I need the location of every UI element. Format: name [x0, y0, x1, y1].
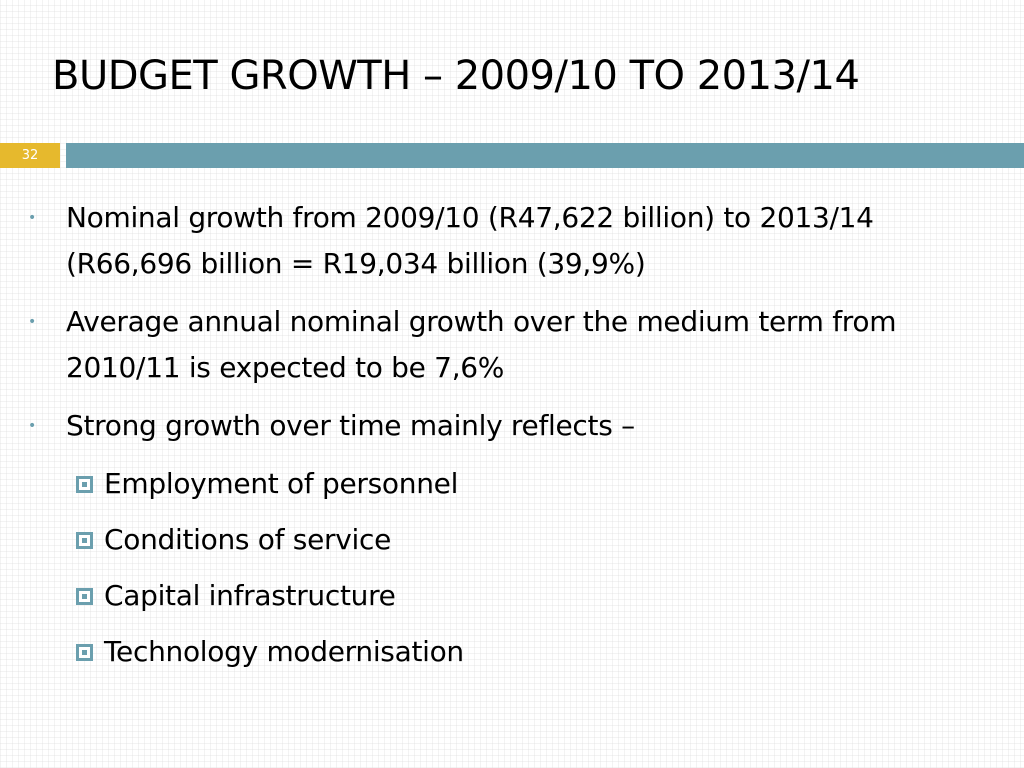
slide-content: • Nominal growth from 2009/10 (R47,622 b… [28, 195, 988, 685]
bullet-text: Average annual nominal growth over the m… [66, 305, 897, 384]
sub-bullet-item: Conditions of service [28, 517, 988, 563]
bullet-item: • Nominal growth from 2009/10 (R47,622 b… [28, 195, 988, 287]
sub-bullet-text: Employment of personnel [104, 467, 459, 500]
sub-bullet-item: Technology modernisation [28, 629, 988, 675]
sub-bullet-item: Capital infrastructure [28, 573, 988, 619]
square-bullet-icon [76, 532, 93, 549]
bullet-dot-icon: • [28, 210, 36, 226]
square-bullet-icon [76, 476, 93, 493]
bullet-item: • Average annual nominal growth over the… [28, 299, 988, 391]
sub-bullet-list: Employment of personnel Conditions of se… [28, 461, 988, 675]
bullet-text: Strong growth over time mainly reflects … [66, 409, 635, 442]
square-bullet-icon [76, 588, 93, 605]
square-bullet-icon [76, 644, 93, 661]
sub-bullet-text: Technology modernisation [104, 635, 464, 668]
bullet-item: • Strong growth over time mainly reflect… [28, 403, 988, 449]
header-accent-bar [66, 143, 1024, 168]
slide-title: BUDGET GROWTH – 2009/10 TO 2013/14 [52, 53, 860, 99]
sub-bullet-text: Capital infrastructure [104, 579, 396, 612]
bullet-dot-icon: • [28, 418, 36, 434]
bullet-dot-icon: • [28, 314, 36, 330]
sub-bullet-item: Employment of personnel [28, 461, 988, 507]
slide-number: 32 [0, 143, 60, 168]
sub-bullet-text: Conditions of service [104, 523, 391, 556]
bullet-text: Nominal growth from 2009/10 (R47,622 bil… [66, 201, 874, 280]
